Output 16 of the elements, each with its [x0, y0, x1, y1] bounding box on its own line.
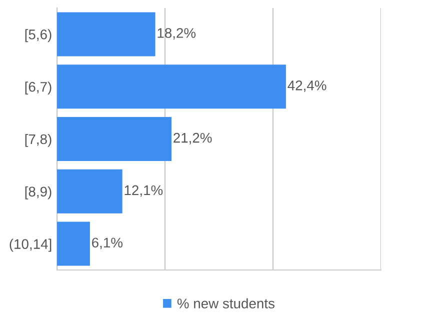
bar [57, 12, 156, 56]
data-label: 18,2% [158, 28, 196, 40]
data-label: 21,2% [174, 132, 212, 144]
y-tick-label: [8,9) [25, 186, 52, 200]
data-label: 12,1% [124, 185, 163, 197]
legend-label: % new students [177, 298, 274, 308]
y-tick-label: [7,8) [25, 134, 52, 147]
y-tick-label: [5,6) [25, 29, 52, 42]
bar [57, 64, 286, 109]
y-tick-label: (10,14] [10, 238, 52, 252]
bar [57, 169, 122, 214]
data-label: 6,1% [92, 238, 122, 250]
data-label: 42,4% [288, 80, 326, 92]
bar [57, 116, 172, 162]
y-tick-label: [6,7) [25, 82, 52, 95]
bar [57, 222, 90, 266]
